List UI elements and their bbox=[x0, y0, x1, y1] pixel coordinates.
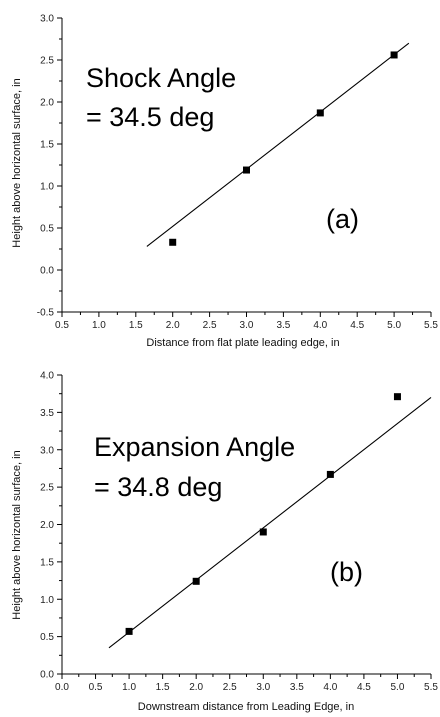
x-axis-label: Distance from flat plate leading edge, i… bbox=[146, 337, 339, 349]
plot-area-a bbox=[146, 42, 410, 247]
x-tick-label: 3.0 bbox=[240, 320, 254, 331]
y-tick-label: 0.5 bbox=[40, 224, 54, 235]
data-point bbox=[125, 627, 133, 635]
x-tick-label: 0.0 bbox=[55, 682, 69, 693]
x-tick-label: 1.0 bbox=[122, 682, 136, 693]
x-tick-label: 2.5 bbox=[223, 682, 237, 693]
data-point bbox=[316, 109, 324, 117]
x-tick-label: 1.5 bbox=[156, 682, 170, 693]
data-point bbox=[169, 238, 177, 246]
x-tick-label: 0.5 bbox=[89, 682, 103, 693]
x-tick-label: 1.5 bbox=[129, 320, 143, 331]
x-tick-label: 5.5 bbox=[424, 320, 438, 331]
y-tick-label: -0.5 bbox=[37, 308, 55, 319]
y-tick-label: 3.0 bbox=[40, 445, 54, 456]
y-axis-label: Height above horizontal surface, in bbox=[11, 78, 23, 247]
x-axis-label: Downstream distance from Leading Edge, i… bbox=[138, 701, 354, 713]
data-point bbox=[393, 393, 401, 401]
y-tick-label: 4.0 bbox=[40, 371, 54, 382]
x-tick-label: 3.0 bbox=[256, 682, 270, 693]
y-tick-label: 3.0 bbox=[40, 14, 54, 25]
chart-panel-b: 0.0 0.5 1.0 1.5 2.0 2.5 3.0 3.5 4.0 4.5 5.0 5.5 0.0 0… bbox=[11, 371, 438, 714]
plot-area-b bbox=[108, 393, 432, 649]
annotation-line-1: Expansion Angle bbox=[94, 432, 295, 462]
fit-line bbox=[108, 396, 432, 649]
panel-label: (a) bbox=[326, 204, 359, 234]
data-point bbox=[192, 577, 200, 585]
panel-label: (b) bbox=[330, 557, 363, 587]
data-point bbox=[243, 166, 250, 174]
x-tick-label: 1.0 bbox=[92, 320, 106, 331]
x-tick-label: 5.5 bbox=[424, 682, 438, 693]
x-tick-label: 5.0 bbox=[387, 320, 401, 331]
y-tick-label: 2.5 bbox=[40, 483, 54, 494]
y-tick-label: 1.5 bbox=[40, 557, 54, 568]
axes-b: 0.0 0.5 1.0 1.5 2.0 2.5 3.0 3.5 4.0 4.5 5.0 5.5 0.0 0… bbox=[40, 371, 438, 694]
x-tick-label: 4.0 bbox=[313, 320, 327, 331]
x-tick-label: 5.0 bbox=[391, 682, 405, 693]
y-tick-label: 1.0 bbox=[40, 182, 54, 193]
x-tick-label: 4.5 bbox=[357, 682, 371, 693]
chart-panel-a: 0.5 1.0 1.5 2.0 2.5 3.0 3.5 4.0 4.5 5.0 5.5 -0.5 0.0… bbox=[11, 14, 438, 350]
data-point bbox=[326, 470, 334, 478]
x-tick-label: 3.5 bbox=[276, 320, 290, 331]
y-tick-label: 1.0 bbox=[40, 595, 54, 606]
x-tick-label: 2.0 bbox=[166, 320, 180, 331]
data-point bbox=[259, 528, 267, 536]
y-tick-label: 2.5 bbox=[40, 56, 54, 67]
y-tick-label: 2.0 bbox=[40, 520, 54, 531]
y-tick-label: 1.5 bbox=[40, 140, 54, 151]
y-tick-label: 0.5 bbox=[40, 632, 54, 643]
x-tick-label: 4.5 bbox=[350, 320, 364, 331]
y-tick-label: 0.0 bbox=[40, 266, 54, 277]
annotation-line-2: = 34.8 deg bbox=[94, 472, 222, 502]
y-tick-label: 2.0 bbox=[40, 98, 54, 109]
fit-line bbox=[146, 42, 410, 247]
y-axis-label: Height above horizontal surface, in bbox=[11, 450, 23, 619]
annotation-line-1: Shock Angle bbox=[86, 63, 236, 93]
x-tick-label: 3.5 bbox=[290, 682, 304, 693]
axes-a: 0.5 1.0 1.5 2.0 2.5 3.0 3.5 4.0 4.5 5.0 5.5 -0.5 0.0… bbox=[37, 14, 439, 332]
data-point bbox=[390, 51, 398, 59]
annotation-line-2: = 34.5 deg bbox=[86, 102, 214, 132]
y-tick-label: 0.0 bbox=[40, 670, 54, 681]
x-tick-label: 2.0 bbox=[189, 682, 203, 693]
x-tick-label: 4.0 bbox=[323, 682, 337, 693]
x-tick-label: 2.5 bbox=[203, 320, 217, 331]
x-tick-label: 0.5 bbox=[55, 320, 69, 331]
y-tick-label: 3.5 bbox=[40, 408, 54, 419]
